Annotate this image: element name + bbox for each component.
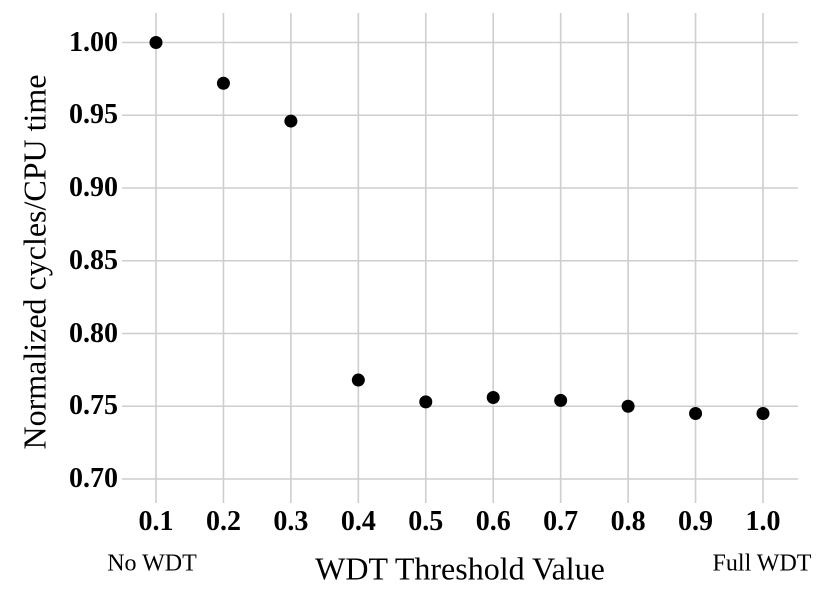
- x-tick-label-1.0: 1.0: [745, 506, 781, 537]
- x-axis-label: WDT Threshold Value: [315, 550, 605, 587]
- x-tick-label-0.1: 0.1: [138, 506, 174, 537]
- y-tick-label-0.90: 0.90: [69, 172, 118, 203]
- x-tick-label-0.5: 0.5: [408, 506, 444, 537]
- y-tick-label-0.75: 0.75: [69, 390, 118, 422]
- x-tick-label-0.8: 0.8: [610, 506, 646, 537]
- y-tick-label-0.85: 0.85: [69, 244, 118, 276]
- x-tick-label-0.2: 0.2: [205, 506, 241, 537]
- x-tick-label-0.3: 0.3: [273, 506, 309, 537]
- y-tick-label-0.80: 0.80: [69, 317, 118, 349]
- x-tick-label-0.6: 0.6: [475, 506, 511, 537]
- x-tick-label-0.7: 0.7: [543, 506, 579, 537]
- data-point-0.1: [149, 36, 163, 49]
- annotation-no-wdt: No WDT: [107, 550, 197, 577]
- x-tick-label-0.4: 0.4: [340, 506, 376, 537]
- data-point-1: [756, 407, 770, 421]
- x-tick-label-0.9: 0.9: [678, 506, 714, 537]
- y-tick-label-0.70: 0.70: [69, 463, 118, 494]
- y-tick-label-0.95: 0.95: [69, 99, 118, 131]
- data-point-0.6: [486, 391, 500, 405]
- data-point-0.2: [216, 76, 230, 90]
- data-point-0.8: [621, 399, 635, 413]
- y-tick-label-1.00: 1.00: [69, 26, 118, 58]
- data-point-0.4: [351, 373, 365, 387]
- data-point-0.7: [554, 393, 568, 407]
- data-point-0.5: [419, 395, 433, 409]
- data-point-0.9: [689, 407, 703, 421]
- data-point-0.3: [284, 114, 298, 128]
- annotation-full-wdt: Full WDT: [712, 550, 812, 577]
